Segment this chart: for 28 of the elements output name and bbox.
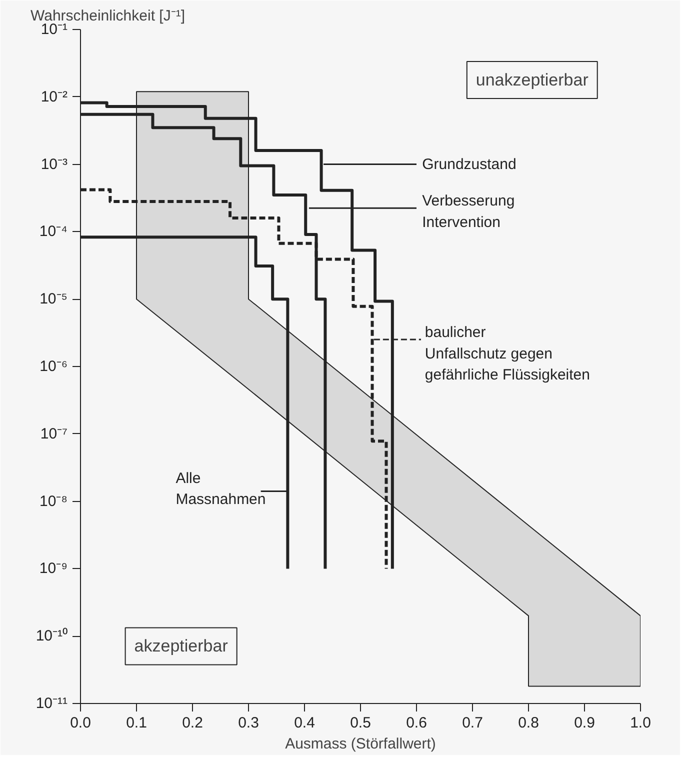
x-tick-label: 0.0 [70, 714, 91, 732]
x-axis-title: Ausmass (Störfallwert) [285, 736, 436, 752]
y-tick-label: 10⁻¹¹ [36, 695, 68, 712]
y-tick-label: 10⁻⁸ [39, 492, 68, 510]
legend-label: baulicher Unfallschutz gegen gefährliche Flüssigkeiten [424, 324, 590, 384]
y-tick-label: 10⁻⁵ [40, 290, 68, 308]
y-tick-label: 10⁻³ [40, 156, 68, 173]
x-tick-label: 0.5 [350, 714, 371, 732]
text: Grundzustand [422, 156, 516, 173]
y-tick-label: 10⁻⁹ [39, 560, 68, 578]
x-tick-label: 0.6 [406, 714, 427, 732]
y-tick-label: 10⁻⁶ [40, 358, 68, 375]
x-tick-label: 0.1 [126, 714, 147, 732]
y-tick-label: 10⁻² [40, 88, 68, 106]
annotation: unakzeptierbar [476, 70, 589, 90]
x-tick-label: 0.4 [294, 714, 315, 732]
y-tick-label: 10⁻⁴ [39, 223, 68, 240]
x-tick-label: 1.0 [630, 714, 651, 732]
x-tick-label: 0.8 [518, 714, 539, 732]
x-tick-label: 0.3 [238, 714, 259, 732]
series-label: Alle Massnahmen [176, 470, 266, 508]
text: Verbesserung Intervention [422, 192, 515, 231]
annotation: akzeptierbar [134, 636, 228, 656]
x-tick-label: 0.7 [462, 714, 483, 732]
y-tick-label: 10⁻⁷ [40, 425, 68, 442]
x-tick-label: 0.9 [574, 714, 595, 732]
x-tick-label: 0.2 [182, 714, 203, 732]
y-tick-label: 10⁻¹⁰ [36, 628, 68, 645]
